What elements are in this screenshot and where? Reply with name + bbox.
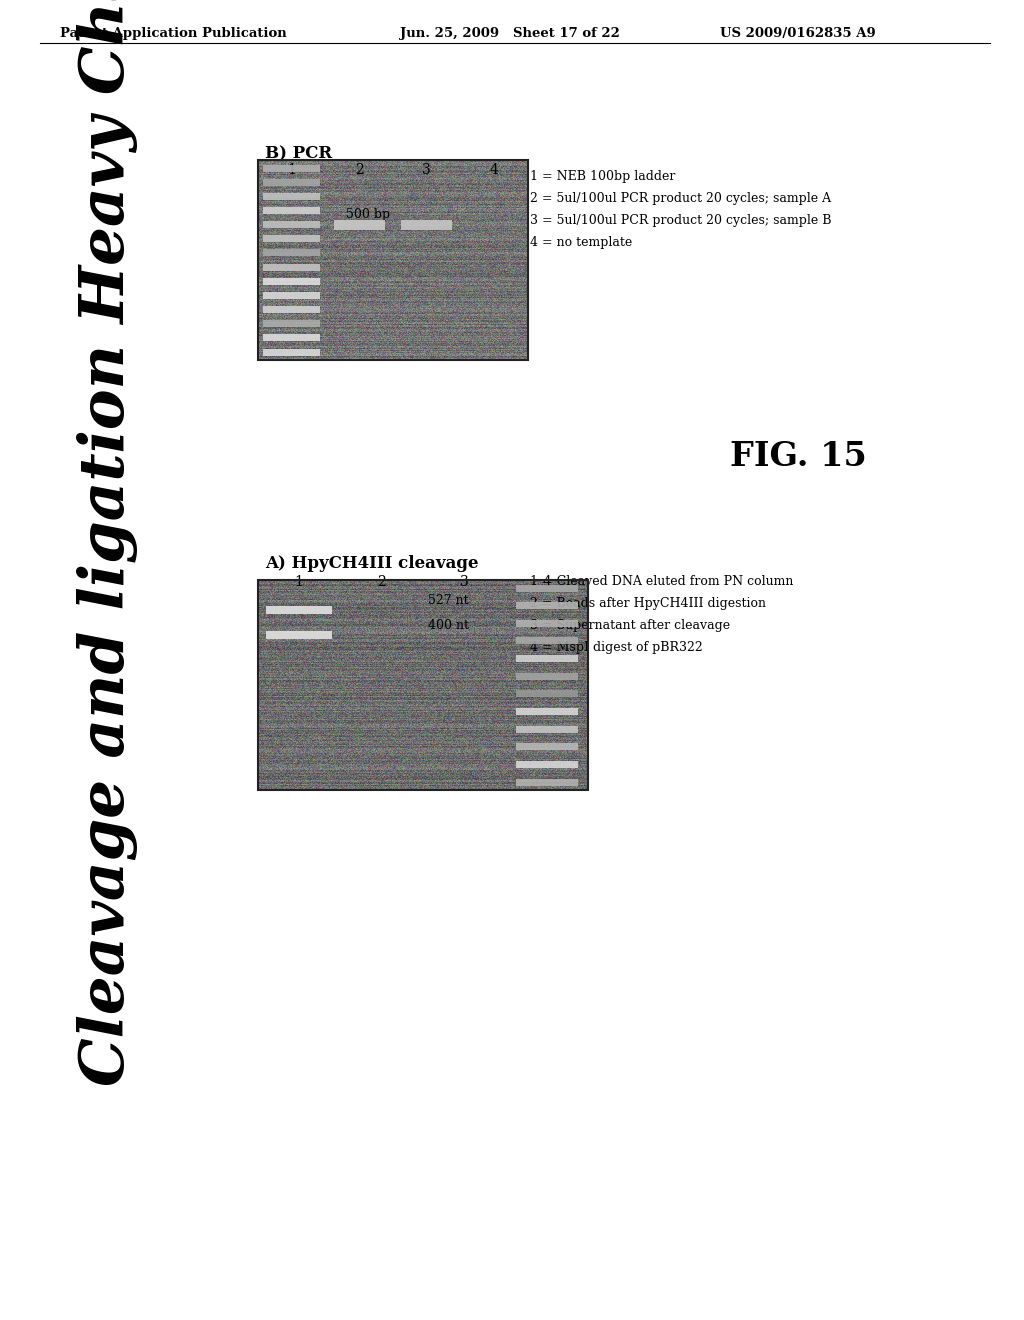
Text: 4: 4 [489, 162, 499, 177]
Bar [266, 606, 332, 614]
Text: 527 nt: 527 nt [428, 594, 469, 607]
Bar [516, 673, 578, 680]
Bar [263, 193, 321, 199]
Bar [516, 602, 578, 609]
Text: 3 = 5ul/100ul PCR product 20 cycles; sample B: 3 = 5ul/100ul PCR product 20 cycles; sam… [530, 214, 831, 227]
Text: B) PCR: B) PCR [265, 145, 332, 162]
Text: A) HpyCH4III cleavage: A) HpyCH4III cleavage [265, 554, 478, 572]
Bar [401, 220, 452, 230]
Bar [258, 579, 588, 789]
Bar [516, 620, 578, 627]
Bar [516, 655, 578, 663]
Bar [263, 235, 321, 243]
Bar [263, 348, 321, 355]
Text: 2 = 5ul/100ul PCR product 20 cycles; sample A: 2 = 5ul/100ul PCR product 20 cycles; sam… [530, 191, 831, 205]
Text: 1: 1 [295, 576, 304, 589]
Bar [263, 264, 321, 271]
Text: 1 = Cleaved DNA eluted from PN column: 1 = Cleaved DNA eluted from PN column [530, 576, 794, 587]
Bar [516, 726, 578, 733]
Text: Jun. 25, 2009   Sheet 17 of 22: Jun. 25, 2009 Sheet 17 of 22 [400, 26, 620, 40]
Text: 400 nt: 400 nt [428, 619, 469, 632]
Text: 4 = MspI digest of pBR322: 4 = MspI digest of pBR322 [530, 642, 702, 653]
Text: US 2009/0162835 A9: US 2009/0162835 A9 [720, 26, 876, 40]
Bar [516, 585, 578, 591]
Text: 3: 3 [422, 162, 431, 177]
Bar [516, 708, 578, 715]
Text: 2 = Beads after HpyCH4III digestion: 2 = Beads after HpyCH4III digestion [530, 597, 766, 610]
Text: 1 = NEB 100bp ladder: 1 = NEB 100bp ladder [530, 170, 676, 183]
Text: 3: 3 [460, 576, 469, 589]
Bar [263, 277, 321, 285]
Text: 500 bp: 500 bp [346, 209, 390, 220]
Text: 4 = no template: 4 = no template [530, 236, 632, 249]
Bar [516, 779, 578, 785]
Bar [263, 292, 321, 298]
Bar [266, 631, 332, 639]
Bar [258, 160, 528, 360]
Text: 3 = Supernatant after cleavage: 3 = Supernatant after cleavage [530, 619, 730, 632]
Bar [263, 165, 321, 172]
Text: Cleavage and ligation Heavy Chain: Cleavage and ligation Heavy Chain [78, 0, 138, 1086]
Bar [516, 743, 578, 750]
Bar [263, 334, 321, 342]
Text: FIG. 15: FIG. 15 [730, 440, 866, 473]
Bar [516, 690, 578, 697]
Bar [263, 321, 321, 327]
Text: 1: 1 [288, 162, 296, 177]
Text: 2: 2 [355, 162, 364, 177]
Bar [263, 249, 321, 256]
Bar [263, 222, 321, 228]
Bar [516, 638, 578, 644]
Text: 2: 2 [378, 576, 386, 589]
Text: Patent Application Publication: Patent Application Publication [60, 26, 287, 40]
Bar [263, 178, 321, 186]
Bar [263, 306, 321, 313]
Bar [263, 207, 321, 214]
Bar [516, 760, 578, 768]
Text: 4: 4 [543, 576, 551, 589]
Bar [334, 220, 385, 230]
